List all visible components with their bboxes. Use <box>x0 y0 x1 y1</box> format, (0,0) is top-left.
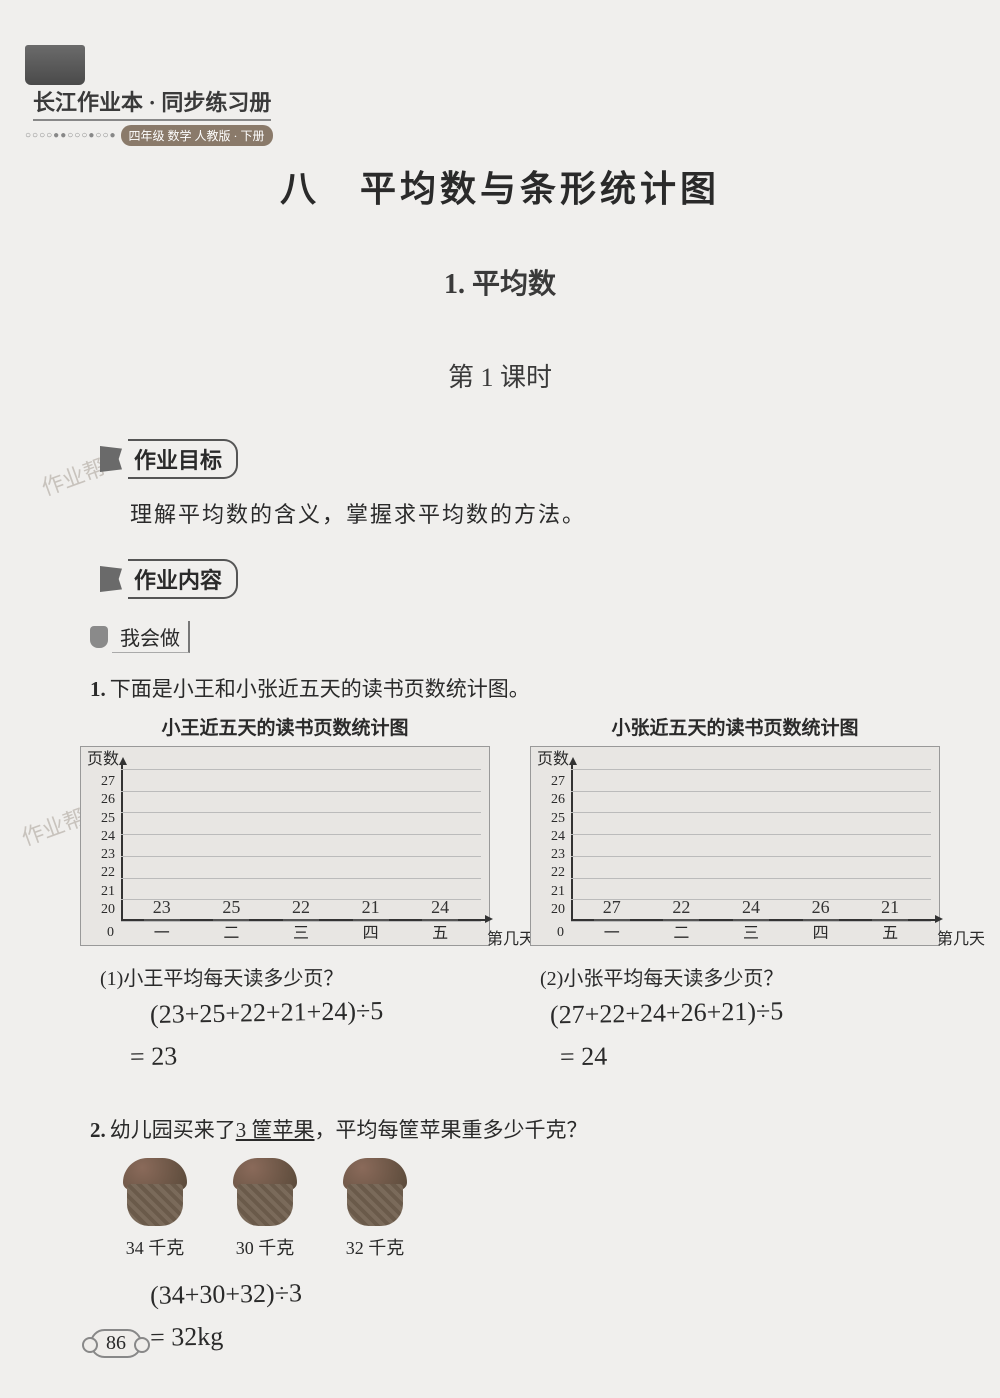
subq1-work-line2: = 23 <box>130 1029 501 1077</box>
x-tick: 二 <box>213 919 249 943</box>
y-ticks: 27 26 25 24 23 22 21 20 <box>535 775 565 917</box>
y-tick: 27 <box>535 775 565 789</box>
q2-prefix: 2. <box>90 1118 106 1142</box>
baskets-row: 34 千克 30 千克 32 千克 <box>120 1158 940 1260</box>
sub-question-1: (1)小王平均每天读多少页？ (23+25+22+21+24)÷5 = 23 <box>100 962 500 1074</box>
y-tick: 22 <box>535 866 565 880</box>
flag-icon <box>100 566 122 592</box>
q2-text-b: ，平均每筐苹果重多少千克？ <box>315 1118 588 1142</box>
lesson-title: 第 1 课时 <box>60 357 940 394</box>
bars-container: 2325222124 <box>121 769 481 921</box>
x-axis-label: 第几天 <box>487 925 535 949</box>
book-icon <box>25 45 85 85</box>
goal-tag-row: 作业目标 <box>100 439 940 479</box>
y-tick: 21 <box>535 885 565 899</box>
sub-questions: (1)小王平均每天读多少页？ (23+25+22+21+24)÷5 = 23 (… <box>100 962 940 1074</box>
x-tick: 五 <box>422 919 458 943</box>
y-tick: 26 <box>85 793 115 807</box>
y-tick: 25 <box>85 812 115 826</box>
basket-icon <box>340 1158 410 1228</box>
content-tag-row: 作业内容 <box>100 559 940 599</box>
q1-prefix: 1. <box>90 677 106 701</box>
chart-zhang: 页数 第几天 0 2726252423222120 2722242621 一二三… <box>530 746 940 946</box>
decorative-dots: ○○○○●●○○○●○○● <box>25 130 117 141</box>
x-ticks: 一二三四五 <box>571 919 931 943</box>
basket-1: 34 千克 <box>120 1158 190 1260</box>
subq1-text: (1)小王平均每天读多少页？ <box>100 962 500 991</box>
workbook-header: 长江作业本 · 同步练习册 ○○○○●●○○○●○○● 四年级 数学 人教版 ·… <box>25 45 295 146</box>
bars-container: 2722242621 <box>571 769 931 921</box>
question-1: 1. 下面是小王和小张近五天的读书页数统计图。 <box>90 673 940 703</box>
x-tick: 五 <box>872 919 908 943</box>
hand-icon <box>90 626 108 648</box>
y-tick: 22 <box>85 866 115 880</box>
sub-tag-row: 我会做 <box>90 621 940 653</box>
y-tick: 24 <box>85 830 115 844</box>
y-axis-label: 页数 <box>537 745 569 769</box>
basket-icon <box>120 1158 190 1228</box>
chart-zhang-block: 小张近五天的读书页数统计图 页数 第几天 0 2726252423222120 … <box>530 713 940 946</box>
basket-2: 30 千克 <box>230 1158 300 1260</box>
x-tick: 一 <box>144 919 180 943</box>
grade-badge: 四年级 数学 人教版 · 下册 <box>121 125 273 146</box>
y-tick: 23 <box>85 848 115 862</box>
basket-3: 32 千克 <box>340 1158 410 1260</box>
y-tick: 25 <box>535 812 565 826</box>
y-tick: 24 <box>535 830 565 844</box>
y-tick: 27 <box>85 775 115 789</box>
plot-area: 2325222124 <box>121 769 481 921</box>
chart-zhang-title: 小张近五天的读书页数统计图 <box>530 713 940 740</box>
x-ticks: 一二三四五 <box>121 919 481 943</box>
watermark: 作业帮 <box>17 800 90 853</box>
series-title: 长江作业本 · 同步练习册 <box>33 85 271 121</box>
sub-question-2: (2)小张平均每天读多少页？ (27+22+24+26+21)÷5 = 24 <box>540 962 940 1074</box>
q1-text: 下面是小王和小张近五天的读书页数统计图。 <box>110 677 530 701</box>
goal-text: 理解平均数的含义，掌握求平均数的方法。 <box>130 497 940 529</box>
y-tick: 23 <box>535 848 565 862</box>
subq2-text: (2)小张平均每天读多少页？ <box>540 962 940 991</box>
page-number: 86 <box>90 1329 142 1358</box>
chart-wang-block: 小王近五天的读书页数统计图 页数 第几天 0 2726252423222120 … <box>80 713 490 946</box>
subq1-work-line1: (23+25+22+21+24)÷5 <box>150 988 501 1036</box>
x-tick: 三 <box>733 919 769 943</box>
y-axis-label: 页数 <box>87 745 119 769</box>
q2-underline: 3 筐苹果 <box>236 1118 315 1142</box>
plot-area: 2722242621 <box>571 769 931 921</box>
section-title: 1. 平均数 <box>60 262 940 302</box>
sub-tag: 我会做 <box>112 621 190 653</box>
chart-wang-title: 小王近五天的读书页数统计图 <box>80 713 490 740</box>
basket-2-label: 30 千克 <box>230 1234 300 1260</box>
x-tick: 四 <box>803 919 839 943</box>
x-tick: 一 <box>594 919 630 943</box>
y-tick: 21 <box>85 885 115 899</box>
y-tick: 26 <box>535 793 565 807</box>
y-tick: 20 <box>535 903 565 917</box>
goal-tag: 作业目标 <box>128 439 238 479</box>
basket-icon <box>230 1158 300 1228</box>
flag-icon <box>100 446 122 472</box>
content-tag: 作业内容 <box>128 559 238 599</box>
question-2: 2. 幼儿园买来了3 筐苹果，平均每筐苹果重多少千克？ 34 千克 30 千克 … <box>90 1114 940 1351</box>
zero-label: 0 <box>557 925 564 941</box>
subq2-work-line1: (27+22+24+26+21)÷5 <box>550 988 941 1036</box>
chapter-title: 八 平均数与条形统计图 <box>60 160 940 212</box>
chart-wang: 页数 第几天 0 2726252423222120 2325222124 一二三… <box>80 746 490 946</box>
x-axis-label: 第几天 <box>937 925 985 949</box>
x-tick: 二 <box>663 919 699 943</box>
zero-label: 0 <box>107 925 114 941</box>
basket-1-label: 34 千克 <box>120 1234 190 1260</box>
x-tick: 三 <box>283 919 319 943</box>
y-tick: 20 <box>85 903 115 917</box>
subq2-work-line2: = 24 <box>560 1029 941 1077</box>
y-ticks: 27 26 25 24 23 22 21 20 <box>85 775 115 917</box>
q2-text-a: 幼儿园买来了 <box>110 1118 236 1142</box>
watermark: 作业帮 <box>37 450 110 503</box>
page-number-value: 86 <box>90 1329 142 1358</box>
x-tick: 四 <box>353 919 389 943</box>
basket-3-label: 32 千克 <box>340 1234 410 1260</box>
charts-row: 小王近五天的读书页数统计图 页数 第几天 0 2726252423222120 … <box>80 713 940 946</box>
